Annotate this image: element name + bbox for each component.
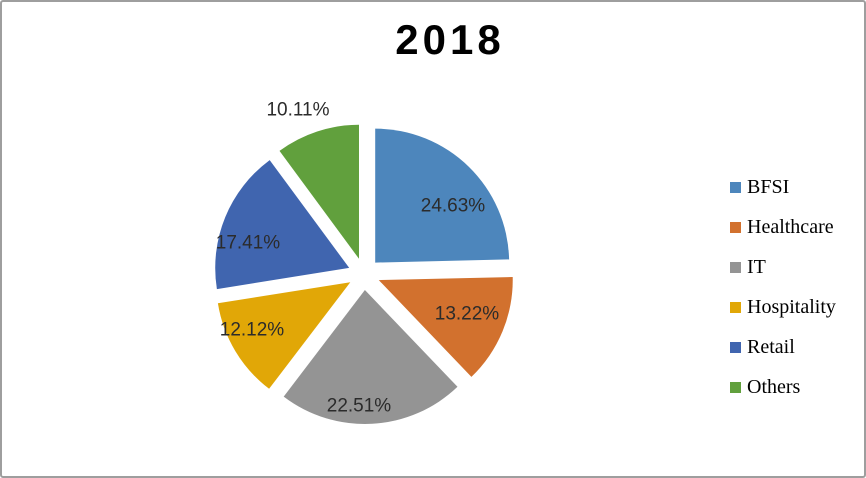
legend-swatch-bfsi	[730, 182, 741, 193]
chart-title: 2018	[395, 16, 505, 63]
legend-label-others: Others	[747, 376, 801, 398]
data-label-bfsi: 24.63%	[421, 196, 486, 217]
pie-slice-healthcare[interactable]	[378, 277, 513, 377]
pie-slice-it[interactable]	[283, 290, 458, 424]
legend-item-healthcare[interactable]: Healthcare	[730, 214, 836, 241]
data-label-healthcare: 13.22%	[435, 304, 500, 325]
legend-label-hospitality: Hospitality	[747, 296, 836, 318]
legend-item-it[interactable]: IT	[730, 254, 836, 281]
legend-swatch-hospitality	[730, 302, 741, 313]
legend-label-retail: Retail	[747, 336, 795, 358]
legend-item-hospitality[interactable]: Hospitality	[730, 294, 836, 321]
legend-swatch-retail	[730, 342, 741, 353]
legend: BFSI Healthcare IT Hospitality Retail Ot…	[730, 174, 836, 401]
data-label-retail: 17.41%	[216, 233, 281, 254]
legend-item-retail[interactable]: Retail	[730, 334, 836, 361]
pie-slice-retail[interactable]	[215, 160, 350, 290]
legend-item-others[interactable]: Others	[730, 374, 836, 401]
legend-item-bfsi[interactable]: BFSI	[730, 174, 836, 201]
data-label-hospitality: 12.12%	[220, 320, 285, 341]
legend-label-it: IT	[747, 256, 766, 278]
data-label-others: 10.11%	[266, 100, 329, 121]
legend-swatch-it	[730, 262, 741, 273]
pie-slice-hospitality[interactable]	[217, 282, 351, 389]
pie-slice-others[interactable]	[279, 124, 360, 259]
legend-label-healthcare: Healthcare	[747, 216, 834, 238]
legend-swatch-others	[730, 382, 741, 393]
data-label-it: 22.51%	[327, 396, 392, 417]
legend-swatch-healthcare	[730, 222, 741, 233]
legend-label-bfsi: BFSI	[747, 176, 790, 198]
pie-slice-bfsi[interactable]	[375, 128, 510, 263]
